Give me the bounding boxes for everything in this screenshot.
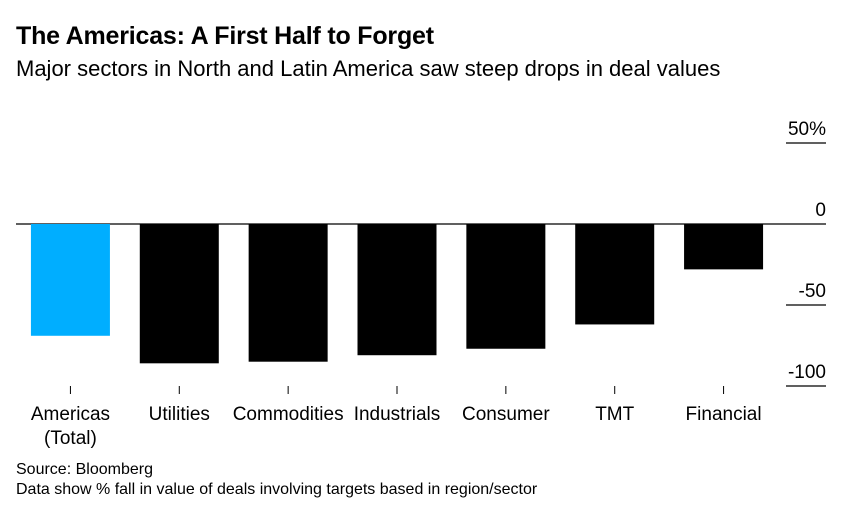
bar [357,224,437,356]
x-tick-label: Americas [31,404,110,425]
bar [466,224,546,349]
chart-title: The Americas: A First Half to Forget [16,22,434,50]
x-tick-label: Consumer [462,404,550,425]
data-note: Data show % fall in value of deals invol… [16,481,538,498]
y-tick-label: -50 [799,281,826,302]
source-note: Source: Bloomberg [16,461,153,478]
bar [30,224,110,336]
y-tick-label: -100 [788,362,826,383]
x-tick-label: Industrials [354,404,441,425]
y-tick-label: 50% [788,119,826,140]
bar [575,224,655,325]
bar [684,224,764,270]
bar [248,224,328,362]
y-tick-label: 0 [815,200,826,221]
x-tick-label: Utilities [149,404,210,425]
chart-subtitle: Major sectors in North and Latin America… [16,56,721,81]
x-tick-label: TMT [595,404,634,425]
x-tick-label: Financial [686,404,762,425]
bar [139,224,219,364]
x-tick-label: (Total) [44,428,97,449]
x-tick-label: Commodities [233,404,344,425]
